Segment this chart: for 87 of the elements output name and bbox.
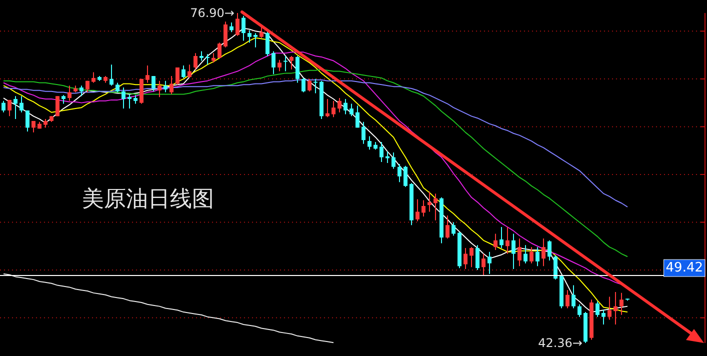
candlestick	[416, 198, 420, 222]
candlestick	[140, 78, 144, 104]
candlestick	[494, 233, 498, 250]
candlestick	[218, 42, 222, 58]
candlestick	[518, 238, 522, 267]
candlestick	[122, 87, 126, 110]
candlestick	[350, 103, 354, 117]
candlestick	[344, 98, 348, 115]
candlestick	[110, 64, 114, 86]
candlestick	[20, 96, 24, 113]
candlestick	[242, 15, 246, 42]
candlestick	[362, 121, 366, 144]
candlestick	[158, 80, 162, 98]
candlestick	[608, 296, 612, 320]
candlestick	[266, 30, 270, 56]
annotation: 42.36→	[538, 336, 582, 350]
candlestick	[428, 191, 432, 212]
candlestick	[200, 50, 204, 62]
candlestick	[164, 80, 168, 93]
candlestick	[260, 26, 264, 38]
candlestick	[236, 12, 240, 36]
candlestick	[356, 105, 360, 128]
candlestick	[272, 50, 276, 75]
candlestick	[614, 291, 618, 325]
candlestick	[170, 76, 174, 95]
candlestick	[452, 222, 456, 236]
candlestick	[248, 30, 252, 44]
candlestick	[92, 72, 96, 84]
candlestick	[368, 136, 372, 150]
candlestick	[314, 78, 318, 94]
candlestick	[80, 85, 84, 97]
candlestick	[506, 226, 510, 254]
candlestick	[188, 64, 192, 78]
annotation: 76.90→	[190, 6, 234, 20]
candlestick	[488, 251, 492, 274]
candlestick	[152, 76, 156, 92]
candlestick	[620, 292, 624, 316]
candlestick	[482, 253, 486, 276]
candlestick	[542, 238, 546, 267]
candlestick	[290, 55, 294, 70]
candlestick	[8, 99, 12, 117]
candlestick	[278, 59, 282, 72]
candlestick	[212, 52, 216, 64]
candlestick	[380, 141, 384, 163]
candlestick	[434, 193, 438, 221]
candlestick	[116, 82, 120, 93]
candlestick	[14, 96, 18, 120]
candlestick	[446, 215, 450, 239]
candlestick	[2, 100, 6, 113]
candlestick	[128, 94, 132, 110]
candlestick	[536, 246, 540, 267]
candlestick	[548, 240, 552, 261]
candlestick	[284, 55, 288, 72]
candlestick	[464, 248, 468, 270]
candlestick	[194, 52, 198, 70]
candlestick	[68, 85, 72, 102]
candlestick	[254, 32, 258, 48]
candlestick	[476, 244, 480, 271]
candlestick	[524, 244, 528, 264]
candlestick	[176, 66, 180, 86]
candlestick	[422, 200, 426, 218]
candlestick	[398, 163, 402, 183]
text: 美原油日线图	[82, 187, 214, 212]
candlestick	[596, 301, 600, 318]
candlestick	[470, 246, 474, 268]
candlestick	[554, 255, 558, 280]
candlestick	[332, 100, 336, 118]
candlestick	[224, 21, 228, 48]
candlestick	[308, 78, 312, 92]
candlestick	[566, 290, 570, 309]
candlestick	[206, 54, 210, 66]
candlestick	[578, 304, 582, 318]
candlestick	[572, 284, 576, 309]
candlestick	[338, 98, 342, 113]
candlestick	[182, 65, 186, 78]
candlestick	[302, 77, 306, 93]
candlestick	[392, 152, 396, 170]
ref-line-label: 49.42	[666, 260, 703, 276]
candlestick	[230, 22, 234, 33]
candlestick	[602, 310, 606, 325]
candlestick	[296, 55, 300, 84]
candlestick	[512, 233, 516, 270]
candlestick	[404, 165, 408, 188]
candlestick	[26, 110, 30, 132]
candlestick	[146, 65, 150, 84]
candlestick	[500, 226, 504, 249]
candlestick	[530, 246, 534, 264]
